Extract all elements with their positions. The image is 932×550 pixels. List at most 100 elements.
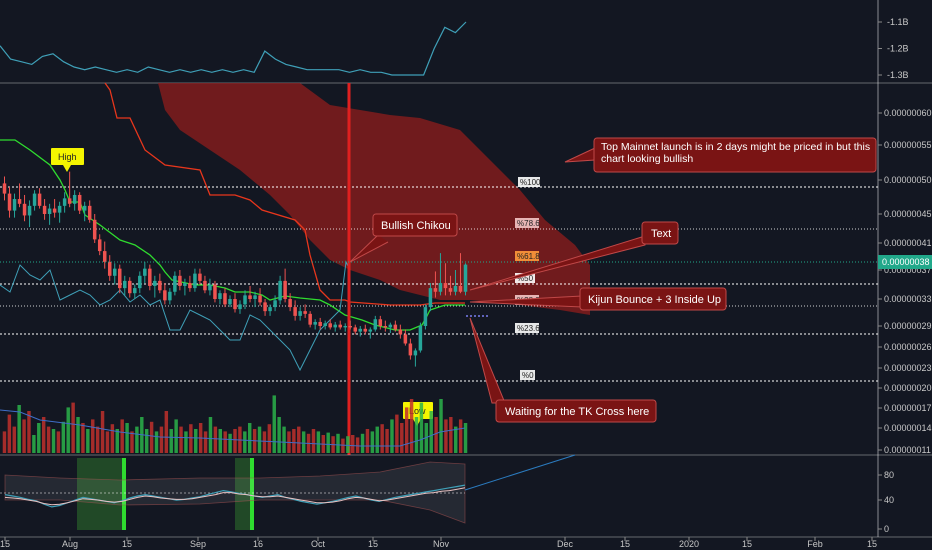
annotation-mainnet[interactable]: Top Mainnet launch is in 2 days might be… [564,137,877,173]
candle [428,283,433,312]
candle [358,326,363,337]
volume-bar [301,431,306,453]
candle-body [12,199,17,211]
candle [368,327,373,339]
candle-body [363,328,368,332]
candle [393,320,398,332]
volume-bar [125,423,129,453]
highlight-zone-1 [77,458,124,530]
candle-body [453,285,458,292]
volume-bar [164,411,169,453]
candle [328,319,332,330]
candle [343,323,347,332]
candle-body [117,268,122,289]
candle-body [42,205,47,214]
volume-bar [247,423,252,453]
volume-bar [282,426,286,453]
candle-body [288,299,292,308]
candle [388,322,393,333]
volume-bar [419,402,424,453]
volume-bar [375,426,379,453]
candle-body [193,273,197,289]
candle-body [423,307,428,326]
candle-body [318,321,322,326]
volume-bar [355,437,360,453]
candle [418,322,423,353]
volume-bar [243,431,247,453]
volume-bar [184,431,188,453]
volume-bar [100,411,105,453]
volume-bar [120,419,124,453]
candle-body [408,343,413,356]
candle [353,324,358,335]
candle-body [27,205,32,216]
candle-body [128,280,132,294]
candle-body [343,326,347,328]
candle-body [223,293,227,305]
fib-label-61-8: %61.8 [517,252,540,261]
candle [278,275,282,305]
annotation-text[interactable]: Text [469,221,679,291]
volume-bar [12,426,16,453]
candle [168,288,172,305]
volume-bar [105,431,110,453]
candle [107,255,112,281]
candle-body [57,205,62,213]
candle [123,275,127,296]
bottom-tick-label: 80 [884,470,894,480]
candle [102,241,107,269]
fib-label-23-6: %23.6 [517,324,540,333]
volume-bar [135,426,139,453]
top-oscillator-ticks: -1.1B -1.2B -1.3B [878,17,909,80]
candle [92,214,97,243]
volume-bar [429,411,433,453]
x-tick-label: Aug [62,539,78,549]
candle-body [213,284,217,299]
candle-body [368,329,373,332]
volume-bar [179,426,183,453]
volume-bar [115,429,119,453]
candle-body [158,280,162,291]
candle [153,275,157,298]
fib-label-78-6: %78.6 [517,219,540,228]
candle [288,293,292,312]
volume-bar [228,433,232,453]
high-marker: High [51,148,84,172]
top-tick-label: -1.2B [887,44,909,54]
volume-bar [311,429,316,453]
fib-label-100: %100 [520,178,541,187]
main-price-panel: %100 %78.6 %61.8 %50 %38.2 %23.6 %0 High… [0,82,932,455]
candle-body [433,288,438,292]
volume-bar [189,424,193,453]
candle-body [268,307,272,312]
candle-body [463,264,468,292]
candle [143,261,147,284]
volume-bar [154,431,159,453]
volume-bar [444,419,448,453]
volume-bar [91,419,95,453]
bottom-oscillator-panel: 80 40 0 [0,454,894,537]
volume-bar [434,417,438,453]
candle [198,268,202,285]
candle [313,319,317,330]
candle [273,295,277,312]
volume-bar [409,399,414,453]
volume-bar [61,421,66,453]
oscillator-main-line [4,484,466,508]
volume-bar [292,429,296,453]
candle-body [198,273,202,281]
annotation-bullish-chikou[interactable]: Bullish Chikou [349,213,458,263]
candle-body [333,324,337,328]
x-tick-label: 15 [0,539,10,549]
candle-body [218,293,222,299]
candle-body [308,313,312,325]
candle-body [238,304,242,310]
candle [178,270,182,291]
candle-body [143,268,147,276]
candle [463,263,468,296]
volume-bar [2,431,7,453]
annotation-tk-cross[interactable]: Waiting for the TK Cross here [469,317,657,423]
candle [112,263,117,285]
annotation-kijun-bounce[interactable]: Kijun Bounce + 3 Inside Up [469,287,727,311]
